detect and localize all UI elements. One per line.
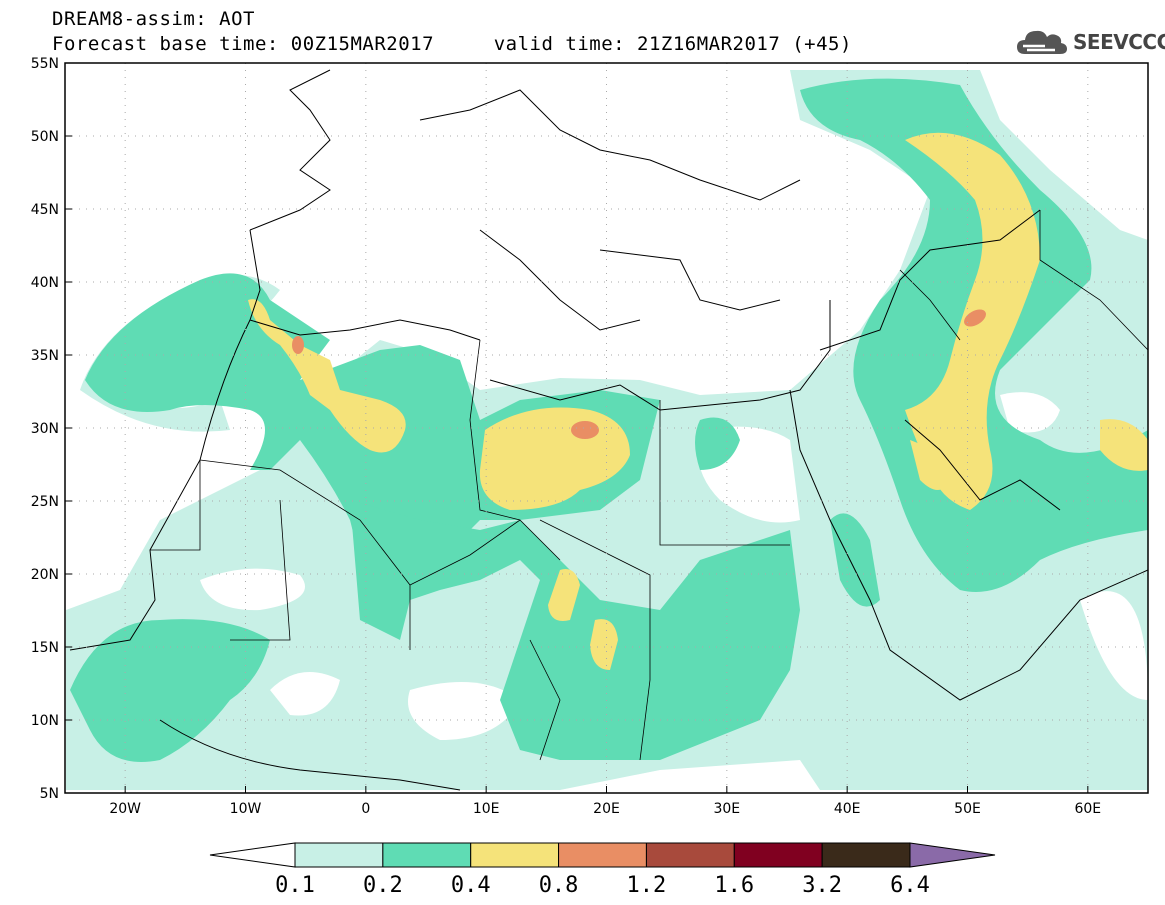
colorbar-label: 3.2 xyxy=(802,873,843,898)
coastlines xyxy=(69,69,1148,791)
lon-label: 0 xyxy=(361,801,370,817)
cloud-logo-icon xyxy=(1017,30,1067,54)
logo: SEEVCCC xyxy=(1015,22,1165,62)
colorbar-box xyxy=(294,842,384,868)
colorbar-right-arrow xyxy=(909,842,996,868)
colorbar-label: 0.2 xyxy=(362,873,403,898)
lat-label: 50N xyxy=(31,129,59,145)
lat-label: 40N xyxy=(31,275,59,291)
colorbar-box xyxy=(558,842,647,868)
colorbar-box xyxy=(470,842,560,868)
colorbar xyxy=(209,842,996,868)
lat-label: 10N xyxy=(31,713,59,729)
lat-label: 55N xyxy=(31,56,59,72)
lon-label: 40E xyxy=(834,801,861,817)
colorbar-label: 1.2 xyxy=(626,873,667,898)
axis-ticks: 55N 50N 45N 40N 35N 30N 25N 20N 15N 10N 5N 20W 10W 0 1… xyxy=(31,56,1101,817)
colorbar-box xyxy=(733,842,823,868)
forecast-time-line: Forecast base time: 00Z15MAR2017 valid t… xyxy=(52,33,852,55)
colorbar-label: 6.4 xyxy=(890,873,930,898)
lon-label: 20W xyxy=(109,801,141,817)
lon-label: 10W xyxy=(230,801,262,817)
colorbar-label: 0.1 xyxy=(275,873,315,898)
lat-label: 35N xyxy=(31,348,59,364)
map-title: DREAM8-assim: AOT xyxy=(52,8,255,30)
country-borders xyxy=(150,210,1148,761)
lon-label: 60E xyxy=(1074,801,1101,817)
lon-label: 50E xyxy=(954,801,981,817)
logo-text: SEEVCCC xyxy=(1073,30,1165,54)
lat-label: 45N xyxy=(31,202,59,218)
lat-label: 15N xyxy=(31,640,59,656)
lon-label: 20E xyxy=(593,801,620,817)
colorbar-left-arrow xyxy=(209,842,296,868)
colorbar-label: 1.6 xyxy=(714,873,755,898)
colorbar-box xyxy=(821,842,911,868)
colorbar-label: 0.8 xyxy=(538,873,579,898)
lat-label: 5N xyxy=(40,786,59,802)
colorbar-box xyxy=(645,842,735,868)
lon-label: 10E xyxy=(473,801,500,817)
lat-label: 30N xyxy=(31,421,59,437)
colorbar-label: 0.4 xyxy=(450,873,491,898)
colorbar-box xyxy=(382,842,472,868)
lat-label: 25N xyxy=(31,494,59,510)
lon-label: 30E xyxy=(713,801,740,817)
lat-label: 20N xyxy=(31,567,59,583)
aot-contours xyxy=(66,69,1148,791)
map-grid xyxy=(65,63,1148,793)
aot-band-orange xyxy=(292,309,986,439)
